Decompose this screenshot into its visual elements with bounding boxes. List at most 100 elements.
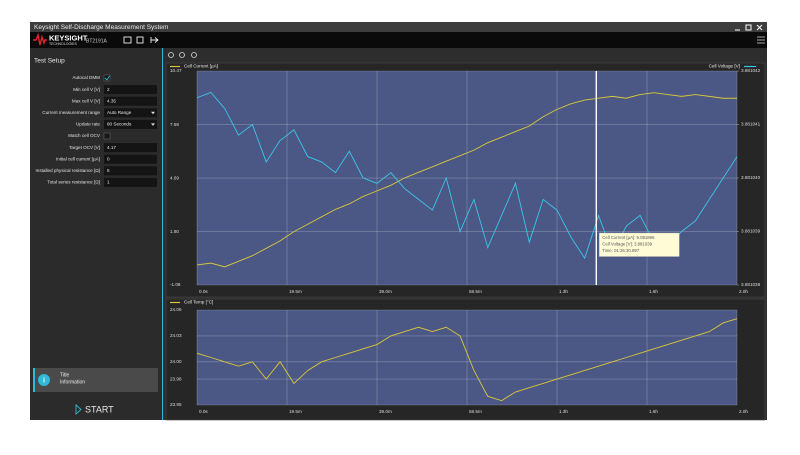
dropdown-arrow xyxy=(151,123,155,126)
series-line xyxy=(196,92,737,268)
start-icon[interactable] xyxy=(75,403,82,416)
y2-tick-label: 3.881040 xyxy=(741,175,761,180)
x-tick-label: 19.5m xyxy=(289,409,302,414)
input-field[interactable] xyxy=(104,154,157,164)
field-value: 5 xyxy=(107,168,110,173)
dropdown-arrow xyxy=(151,111,155,115)
zoom-in[interactable] xyxy=(168,52,174,58)
x-tick-label: 58.5m xyxy=(469,409,482,414)
y-tick-label: 4.69 xyxy=(170,175,179,180)
field-value: 4.35 xyxy=(107,98,116,103)
info-accent xyxy=(33,368,35,392)
input-field[interactable] xyxy=(104,143,157,153)
y-tick-label: -1.08 xyxy=(170,282,181,287)
checkbox[interactable] xyxy=(103,74,111,82)
field-label: Initial cell current [µA] xyxy=(56,156,100,161)
toolbar xyxy=(30,32,767,48)
zoom-out[interactable] xyxy=(179,52,185,58)
restore[interactable] xyxy=(745,24,752,31)
x-tick-label: 2.0h xyxy=(739,409,748,414)
logo: KEYSIGHT xyxy=(49,33,88,42)
title-bar xyxy=(30,22,767,32)
field-value: 1 xyxy=(107,180,110,185)
x-tick-label: 1.6h xyxy=(649,409,658,414)
x-tick-label: 1.6h xyxy=(649,289,658,294)
exit-icon[interactable] xyxy=(150,37,159,43)
field-value: 0 xyxy=(107,156,110,161)
field-value: Auto Range xyxy=(107,110,132,115)
series-line xyxy=(196,318,738,402)
info-box xyxy=(33,368,158,392)
series-line xyxy=(196,91,738,260)
tooltip-line: Cell Voltage [V]: 3.881039 xyxy=(602,242,652,247)
input-field[interactable] xyxy=(104,85,157,95)
x-tick-label: 0.0s xyxy=(199,409,208,414)
x-tick-label: 19.5m xyxy=(289,289,302,294)
y-tick-label: 10.47 xyxy=(170,68,182,73)
tooltip xyxy=(599,232,680,257)
field-label: Match cell OCV xyxy=(68,133,101,138)
zoom-reset[interactable] xyxy=(191,52,197,58)
y-tick-label: 1.80 xyxy=(170,229,179,234)
legend-label: Cell Current [µA] xyxy=(184,64,218,69)
y-tick-label: 23.98 xyxy=(170,376,182,381)
field-value: 4.17 xyxy=(107,145,116,150)
field-label: Current measurement range xyxy=(42,110,100,115)
y-tick-label: 24.03 xyxy=(170,333,182,338)
info-text: Information xyxy=(60,379,85,385)
x-tick-label: 2.0h xyxy=(739,289,748,294)
input-field[interactable] xyxy=(104,177,157,187)
y2-tick-label: 3.881038 xyxy=(741,282,761,287)
checkbox[interactable] xyxy=(103,132,111,140)
field-label: Installed physical resistance [Ω] xyxy=(36,168,100,173)
input-field[interactable] xyxy=(104,166,157,176)
y-tick-label: 24.06 xyxy=(170,307,182,312)
close[interactable] xyxy=(756,24,763,31)
y-tick-label: 24.00 xyxy=(170,359,182,364)
field-label: Update rate xyxy=(76,122,100,127)
y2-tick-label: 3.881039 xyxy=(741,229,761,234)
info-icon-glyph: i xyxy=(43,377,45,384)
setup-title: Test Setup xyxy=(34,58,65,65)
field-label: Min cell V [V] xyxy=(73,87,100,92)
field-label: Max cell V [V] xyxy=(72,98,100,103)
logo-sub: TECHNOLOGIES xyxy=(49,42,77,46)
start-button[interactable]: START xyxy=(75,403,114,416)
x-tick-label: 39.0m xyxy=(379,409,392,414)
y2-tick-label: 3.881042 xyxy=(741,68,761,73)
x-tick-label: 58.5m xyxy=(469,289,482,294)
dropdown[interactable] xyxy=(104,119,157,129)
x-tick-label: 39.0m xyxy=(379,289,392,294)
start-label[interactable]: START xyxy=(85,404,114,414)
save-icon[interactable] xyxy=(136,36,144,44)
x-tick-label: 1.3h xyxy=(559,289,568,294)
checkmark xyxy=(104,75,110,81)
model: BT2191A xyxy=(86,38,108,44)
window-controls[interactable] xyxy=(735,24,763,31)
dropdown[interactable] xyxy=(104,108,157,118)
menu-icon[interactable] xyxy=(757,36,765,44)
field-label: Target OCV [V] xyxy=(69,145,100,150)
legend-label: Cell Temp [°C] xyxy=(184,300,213,305)
field-label: Autocal DMM xyxy=(72,75,100,80)
x-tick-label: 1.3h xyxy=(559,409,568,414)
tooltip-line: Cell Current [µA]: 9.081896 xyxy=(602,235,655,240)
open-icon[interactable] xyxy=(123,36,132,44)
window-title: Keysight Self-Discharge Measurement Syst… xyxy=(34,24,168,31)
field-value: 2 xyxy=(107,87,110,92)
file-icons[interactable] xyxy=(123,36,159,44)
info-icon xyxy=(38,374,50,386)
plot-area xyxy=(197,310,737,405)
input-field[interactable] xyxy=(104,96,157,106)
zoom-tools[interactable] xyxy=(168,52,197,58)
legend-label: Cell Voltage [V] xyxy=(709,64,740,69)
y-tick-label: 7.58 xyxy=(170,122,179,127)
x-tick-label: 0.0s xyxy=(199,289,208,294)
y-tick-label: 23.95 xyxy=(170,402,182,407)
field-label: Total series resistance [Ω] xyxy=(47,180,100,185)
info-title: Title xyxy=(60,372,69,378)
tooltip-line: Time: 01:26:30.897 xyxy=(602,248,639,253)
y2-tick-label: 3.881041 xyxy=(741,122,761,127)
